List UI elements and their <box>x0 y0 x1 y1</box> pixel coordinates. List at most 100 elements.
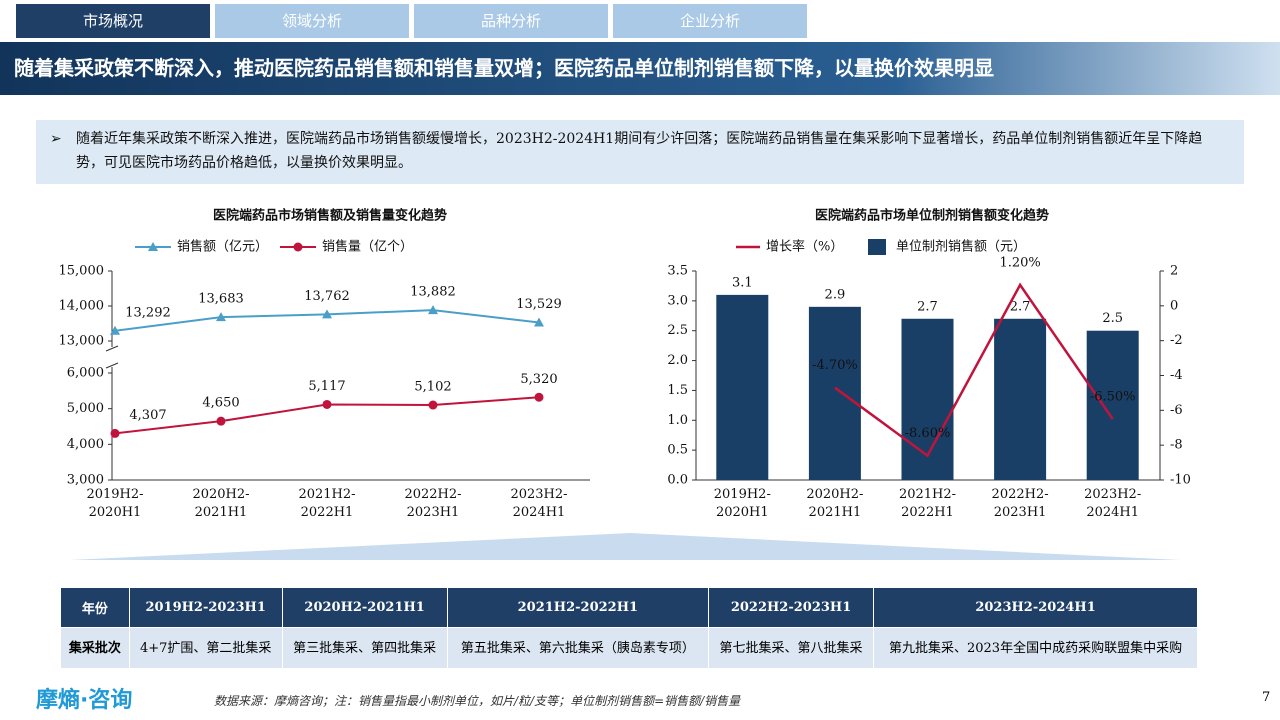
chart-title: 医院端药品市场销售额及销售量变化趋势 <box>213 208 447 224</box>
tab[interactable]: 市场概况 <box>16 4 210 38</box>
x-tick-label: 2021H2-2022H1 <box>899 487 956 520</box>
y2-tick-label: -4 <box>1170 368 1183 383</box>
x-tick-label: 2022H2-2023H1 <box>992 487 1049 520</box>
y-tick-label: 6,000 <box>67 366 104 381</box>
x-tick-label: 2023H2-2024H1 <box>1084 487 1141 520</box>
source: 数据来源：摩熵咨询；注：销售量指最小制剂单位，如片/粒/支等；单位制剂销售额=销… <box>214 694 741 708</box>
tab[interactable]: 品种分析 <box>414 4 608 38</box>
data-label: 2.7 <box>917 299 938 314</box>
axis-break <box>105 345 119 352</box>
marker <box>110 428 120 438</box>
table-cell: 集采批次 <box>60 627 130 669</box>
headline: 随着集采政策不断深入，推动医院药品销售额和销售量双增；医院药品单位制剂销售额下降… <box>0 42 1280 95</box>
table-header: 2020H2-2021H1 <box>281 587 448 628</box>
x-tick-label: 2019H2-2020H1 <box>714 487 771 520</box>
y-tick-label: 2.0 <box>667 353 688 368</box>
data-label: 13,882 <box>410 285 456 300</box>
table-cell: 第九批集采、2023年全国中成药采购联盟集中采购 <box>873 627 1198 669</box>
y-tick-label: 0.0 <box>667 473 688 488</box>
x-tick-label: 2020H2-2021H1 <box>192 487 249 520</box>
x-tick-label: 2020H2-2021H1 <box>806 487 863 520</box>
table-header: 2019H2-2023H1 <box>128 587 283 628</box>
axis-break <box>106 347 118 367</box>
marker <box>322 309 332 319</box>
y-tick-label: 0.5 <box>667 443 688 458</box>
data-label: 5,320 <box>520 372 557 387</box>
logo: 摩熵·咨询 <box>36 688 133 713</box>
data-label: 5,102 <box>414 380 451 395</box>
data-label: 5,117 <box>308 379 345 394</box>
data-label: 2.5 <box>1102 311 1123 326</box>
y-tick-label: 15,000 <box>59 264 105 279</box>
data-label: 3.1 <box>732 275 753 290</box>
data-label: 13,292 <box>125 305 171 320</box>
axis-break <box>105 362 119 369</box>
data-label: 13,762 <box>304 289 350 304</box>
legend-label: 单位制剂销售额（元） <box>896 239 1026 255</box>
y-tick-label: 3,000 <box>67 473 104 488</box>
marker <box>534 317 544 327</box>
data-label: 2.9 <box>825 287 846 302</box>
legend-label: 销售额（亿元） <box>177 239 268 255</box>
y-tick-label: 3.0 <box>667 293 688 308</box>
marker <box>428 400 438 410</box>
marker <box>293 242 303 252</box>
x-tick-label: 2021H2-2022H1 <box>298 487 355 520</box>
y-tick-label: 13,000 <box>59 334 105 349</box>
marker <box>216 416 226 426</box>
y-tick-label: 1.5 <box>667 383 688 398</box>
data-label: 13,683 <box>198 292 244 307</box>
charts: 医院端药品市场销售额及销售量变化趋势 3,000 4,000 5,000 6,000 13… <box>59 208 1191 560</box>
legend-label: 增长率（%） <box>766 239 843 255</box>
decoration <box>70 533 1180 560</box>
y2-tick-label: -10 <box>1170 473 1191 488</box>
data-label: 4,307 <box>129 408 166 423</box>
tab[interactable]: 企业分析 <box>613 4 807 38</box>
marker <box>428 305 438 315</box>
legend-swatch <box>868 239 886 255</box>
marker <box>322 399 332 409</box>
bar <box>1086 330 1139 480</box>
y2-tick-label: -8 <box>1170 438 1183 453</box>
y2-tick-label: -6 <box>1170 403 1183 418</box>
y2-tick-label: 0 <box>1170 298 1178 313</box>
data-label: -8.60% <box>905 426 951 441</box>
y-tick-label: 3.5 <box>667 264 688 279</box>
table-header: 2021H2-2022H1 <box>446 587 710 628</box>
chart-title: 医院端药品市场单位制剂销售额变化趋势 <box>815 208 1049 224</box>
table-cell: 第七批集采、第八批集采 <box>708 627 875 669</box>
series-line <box>834 282 1114 458</box>
x-tick-label: 2023H2-2024H1 <box>510 487 567 520</box>
bar <box>808 306 861 480</box>
y2-tick-label: 2 <box>1170 264 1178 279</box>
bar <box>716 294 769 480</box>
y-tick-label: 5,000 <box>67 401 104 416</box>
table-cell: 第五批集采、第六批集采（胰岛素专项） <box>446 627 710 669</box>
tab[interactable]: 领域分析 <box>215 4 409 38</box>
bullet: 随着近年集采政策不断深入推进，医院端药品市场销售额缓慢增长，2023H2-202… <box>36 120 1244 184</box>
table-header: 2022H2-2023H1 <box>708 587 875 628</box>
y-tick-label: 4,000 <box>67 437 104 452</box>
page-number: 7 <box>1262 690 1271 705</box>
y-tick-label: 14,000 <box>59 299 105 314</box>
y-tick-label: 1.0 <box>667 413 688 428</box>
data-label: 1.20% <box>999 255 1040 270</box>
marker <box>216 312 226 322</box>
x-tick-label: 2019H2-2020H1 <box>86 487 143 520</box>
y2-tick-label: -2 <box>1170 333 1183 348</box>
y-tick-label: 2.5 <box>667 323 688 338</box>
marker <box>534 392 544 402</box>
table-header: 2023H2-2024H1 <box>873 587 1198 628</box>
bar <box>994 318 1047 480</box>
data-label: -6.50% <box>1090 390 1136 405</box>
data-label: -4.70% <box>812 358 858 373</box>
table-row: 集采批次 4+7扩围、第二批集采 第三批集采、第四批集采 第五批集采、第六批集采（胰岛… <box>60 627 1198 669</box>
table-header: 年份 <box>60 587 130 628</box>
legend-label: 销售量（亿个） <box>322 239 413 255</box>
data-label: 2.7 <box>1010 299 1031 314</box>
table-cell: 4+7扩围、第二批集采 <box>128 627 283 669</box>
table-cell: 第三批集采、第四批集采 <box>281 627 448 669</box>
data-label: 4,650 <box>202 396 239 411</box>
marker <box>148 242 158 251</box>
